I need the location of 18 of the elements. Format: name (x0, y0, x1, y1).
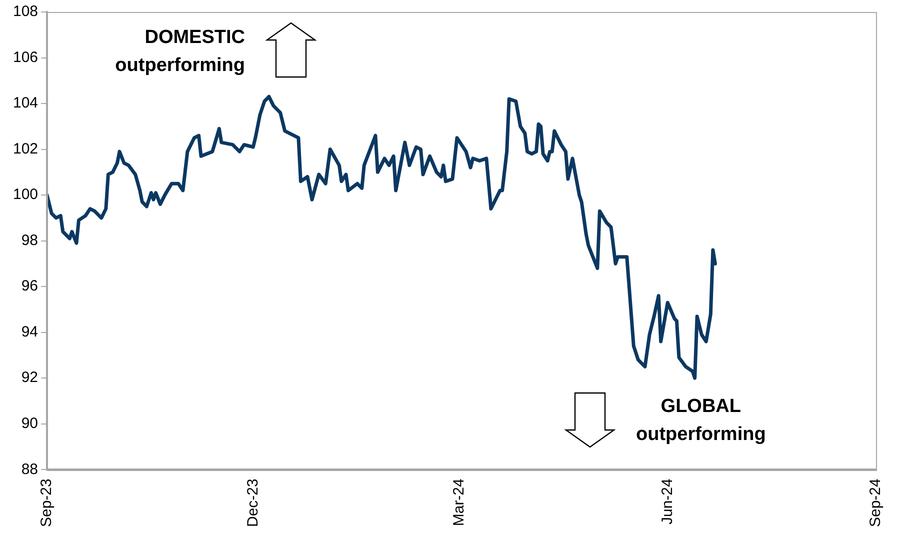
y-tick-label: 106 (12, 48, 38, 66)
y-tick-label: 92 (21, 369, 38, 386)
annotation: DOMESTIC outperforming (115, 26, 245, 78)
y-tick-label: 90 (21, 415, 38, 432)
y-tick-label: 108 (12, 3, 38, 20)
y-tick-label: 98 (21, 232, 38, 249)
x-tick-label: Dec-23 (244, 478, 262, 527)
x-tick-label: Mar-24 (450, 478, 468, 526)
y-tick-label: 96 (21, 278, 38, 295)
x-tick-label: Jun-24 (658, 478, 676, 525)
y-tick-label: 104 (12, 94, 38, 112)
x-tick-label: Sep-23 (38, 478, 56, 528)
y-tick-label: 102 (12, 140, 38, 158)
y-tick-label: 88 (21, 460, 38, 478)
y-tick-label: 94 (21, 323, 38, 340)
x-tick-label: Sep-24 (867, 478, 884, 528)
annotation: GLOBAL outperforming (636, 395, 766, 447)
y-tick-label: 100 (12, 186, 38, 204)
